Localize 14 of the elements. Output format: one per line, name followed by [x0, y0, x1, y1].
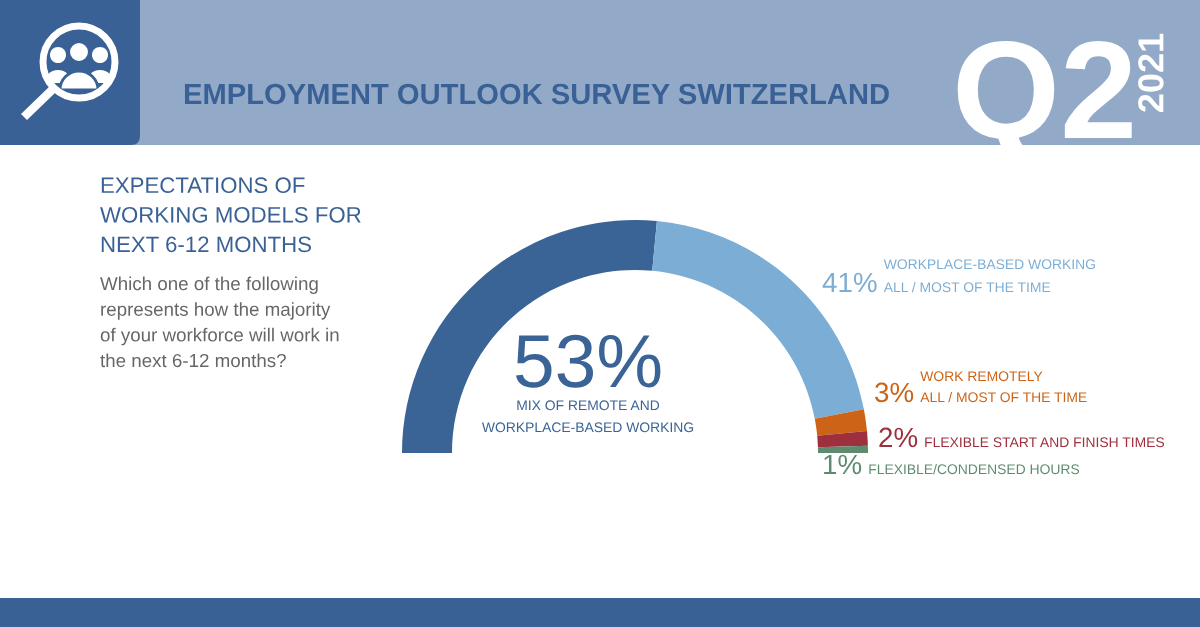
slice-label: WORKPLACE-BASED WORKING ALL / MOST OF THE TIME [883, 259, 1095, 293]
data-label: 41% [822, 272, 877, 293]
slice-label: MIX OF REMOTE AND WORKPLACE-BASED WORKING [481, 400, 694, 433]
slice-label: FLEXIBLE START AND FINISH TIMES [925, 437, 1165, 448]
data-label: 53% [515, 334, 661, 388]
slice-label: WORK REMOTELY ALL / MOST OF THE TIME [920, 371, 1087, 403]
chart-title: EMPLOYMENT OUTLOOK SURVEY SWITZERLAND [184, 83, 889, 105]
slice-label: FLEXIBLE/CONDENSED HOURS [869, 463, 1080, 475]
chart-subtitle: EXPECTATIONS OF WORKING MODELS FOR NEXT 6-12 MONTHS [100, 177, 361, 253]
data-label: 1% [824, 454, 862, 475]
text: Which one of the following represents how the majority of your workforce will work in the next 6-12 months? [100, 276, 339, 368]
text: 2021 [1138, 33, 1164, 112]
data-label: 2% [879, 427, 918, 448]
data-label: 3% [875, 382, 914, 403]
